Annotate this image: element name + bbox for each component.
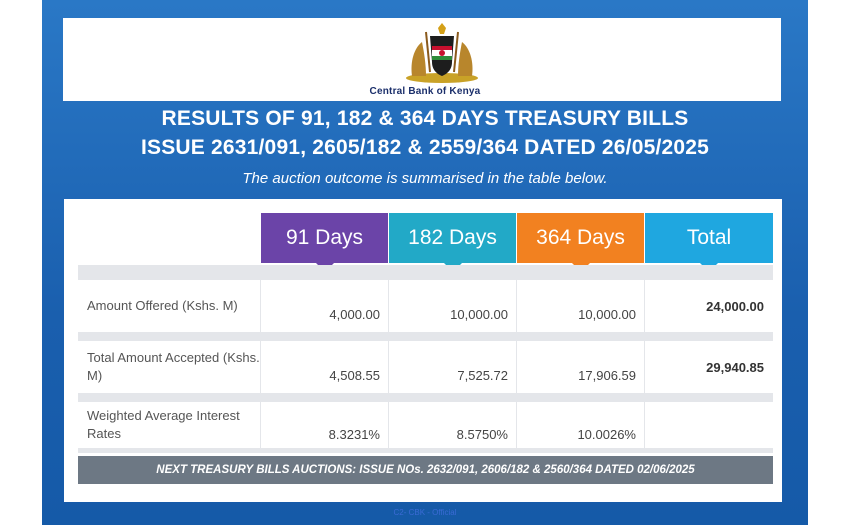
bank-name: Central Bank of Kenya <box>369 86 481 97</box>
table-cell: 10.0026% <box>517 402 644 448</box>
column-header-91-days: 91 Days <box>261 213 388 272</box>
column-header-364-days: 364 Days <box>517 213 644 272</box>
table-cell: 7,525.72 <box>389 341 516 393</box>
table-cell: 10,000.00 <box>389 280 516 332</box>
table-cell: 17,906.59 <box>517 341 644 393</box>
table-cell: 4,508.55 <box>261 341 388 393</box>
row-label: Total Amount Accepted (Kshs. M) <box>78 341 260 393</box>
table-row-amount-accepted: Total Amount Accepted (Kshs. M) 4,508.55… <box>78 341 773 393</box>
column-header-label: 364 Days <box>536 226 625 249</box>
coat-of-arms-icon <box>406 23 478 83</box>
column-header-label: 91 Days <box>285 226 364 249</box>
table-cell: 4,000.00 <box>261 280 388 332</box>
next-auction-banner: NEXT TREASURY BILLS AUCTIONS: ISSUE NOs.… <box>78 456 773 484</box>
column-header-label: 182 Days <box>408 226 497 249</box>
title-line-1: RESULTS OF 91, 182 & 364 DAYS TREASURY B… <box>161 107 689 130</box>
column-header-182-days: 182 Days <box>389 213 516 272</box>
table-row-amount-offered: Amount Offered (Kshs. M) 4,000.00 10,000… <box>78 280 773 332</box>
table-cell: 10,000.00 <box>517 280 644 332</box>
table-cell-total: 24,000.00 <box>645 280 773 332</box>
title-line-2: ISSUE 2631/091, 2605/182 & 2559/364 DATE… <box>140 136 710 159</box>
classification-footer: C2- CBK - Official <box>393 508 457 517</box>
column-header-label: Total <box>686 226 732 249</box>
subtitle: The auction outcome is summarised in the… <box>242 170 608 187</box>
row-label: Weighted Average Interest Rates <box>78 402 260 448</box>
results-table: Amount Offered (Kshs. M) 4,000.00 10,000… <box>78 265 773 453</box>
table-row-interest-rates: Weighted Average Interest Rates 8.3231% … <box>78 402 773 448</box>
row-label: Amount Offered (Kshs. M) <box>78 280 260 332</box>
column-header-total: Total <box>645 213 773 272</box>
table-cell-total: 29,940.85 <box>645 341 773 393</box>
table-cell: 8.3231% <box>261 402 388 448</box>
table-cell-total <box>645 402 773 448</box>
table-cell: 8.5750% <box>389 402 516 448</box>
